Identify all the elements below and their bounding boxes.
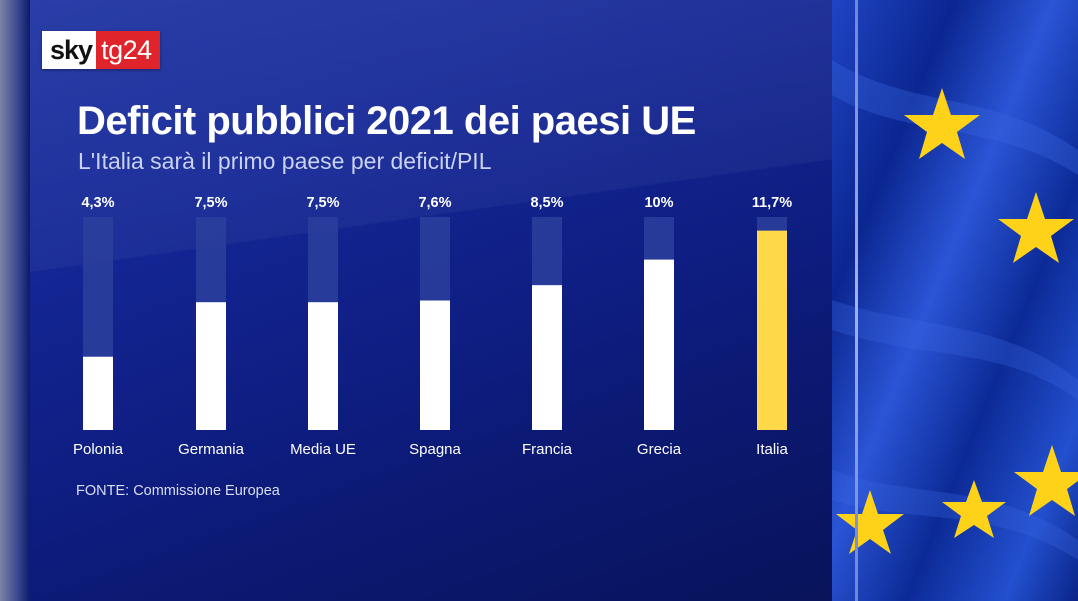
category-label: Francia: [522, 441, 573, 458]
category-label: Polonia: [73, 441, 124, 458]
flag-star-icon: [836, 490, 904, 554]
chart-subtitle: L'Italia sarà il primo paese per deficit…: [78, 148, 492, 174]
value-label: 8,5%: [530, 195, 563, 211]
flag-divider-line: [855, 0, 858, 601]
flag-star-icon: [1014, 445, 1078, 516]
value-label: 7,6%: [418, 195, 451, 211]
value-label: 7,5%: [194, 195, 227, 211]
category-label: Grecia: [637, 441, 682, 458]
flag-star-icon: [998, 192, 1074, 263]
logo-sky-text: sky: [42, 31, 97, 69]
category-label: Italia: [756, 441, 788, 458]
bar-spagna: [420, 300, 450, 430]
value-label: 4,3%: [81, 195, 114, 211]
bar-grecia: [644, 259, 674, 430]
value-label: 7,5%: [306, 195, 339, 211]
value-label: 11,7%: [752, 195, 792, 211]
left-edge-strip: [0, 0, 30, 601]
bar-italia: [757, 230, 787, 430]
logo-tg24-text: tg24: [96, 31, 160, 69]
value-label: 10%: [644, 195, 673, 211]
chart-title: Deficit pubblici 2021 dei paesi UE: [77, 99, 696, 143]
source-note: FONTE: Commissione Europea: [76, 483, 280, 499]
bar-francia: [532, 285, 562, 430]
category-label: Media UE: [290, 441, 356, 458]
bar-germania: [196, 302, 226, 430]
flag-star-icon: [904, 88, 980, 159]
flag-star-icon: [942, 480, 1006, 538]
category-label: Germania: [178, 441, 245, 458]
eu-flag-background: [832, 0, 1078, 601]
bar-media-ue: [308, 302, 338, 430]
sky-tg24-logo: sky tg24: [42, 31, 160, 69]
eu-flag-image: [832, 0, 1078, 601]
category-label: Spagna: [409, 441, 461, 458]
bar-polonia: [83, 356, 113, 430]
